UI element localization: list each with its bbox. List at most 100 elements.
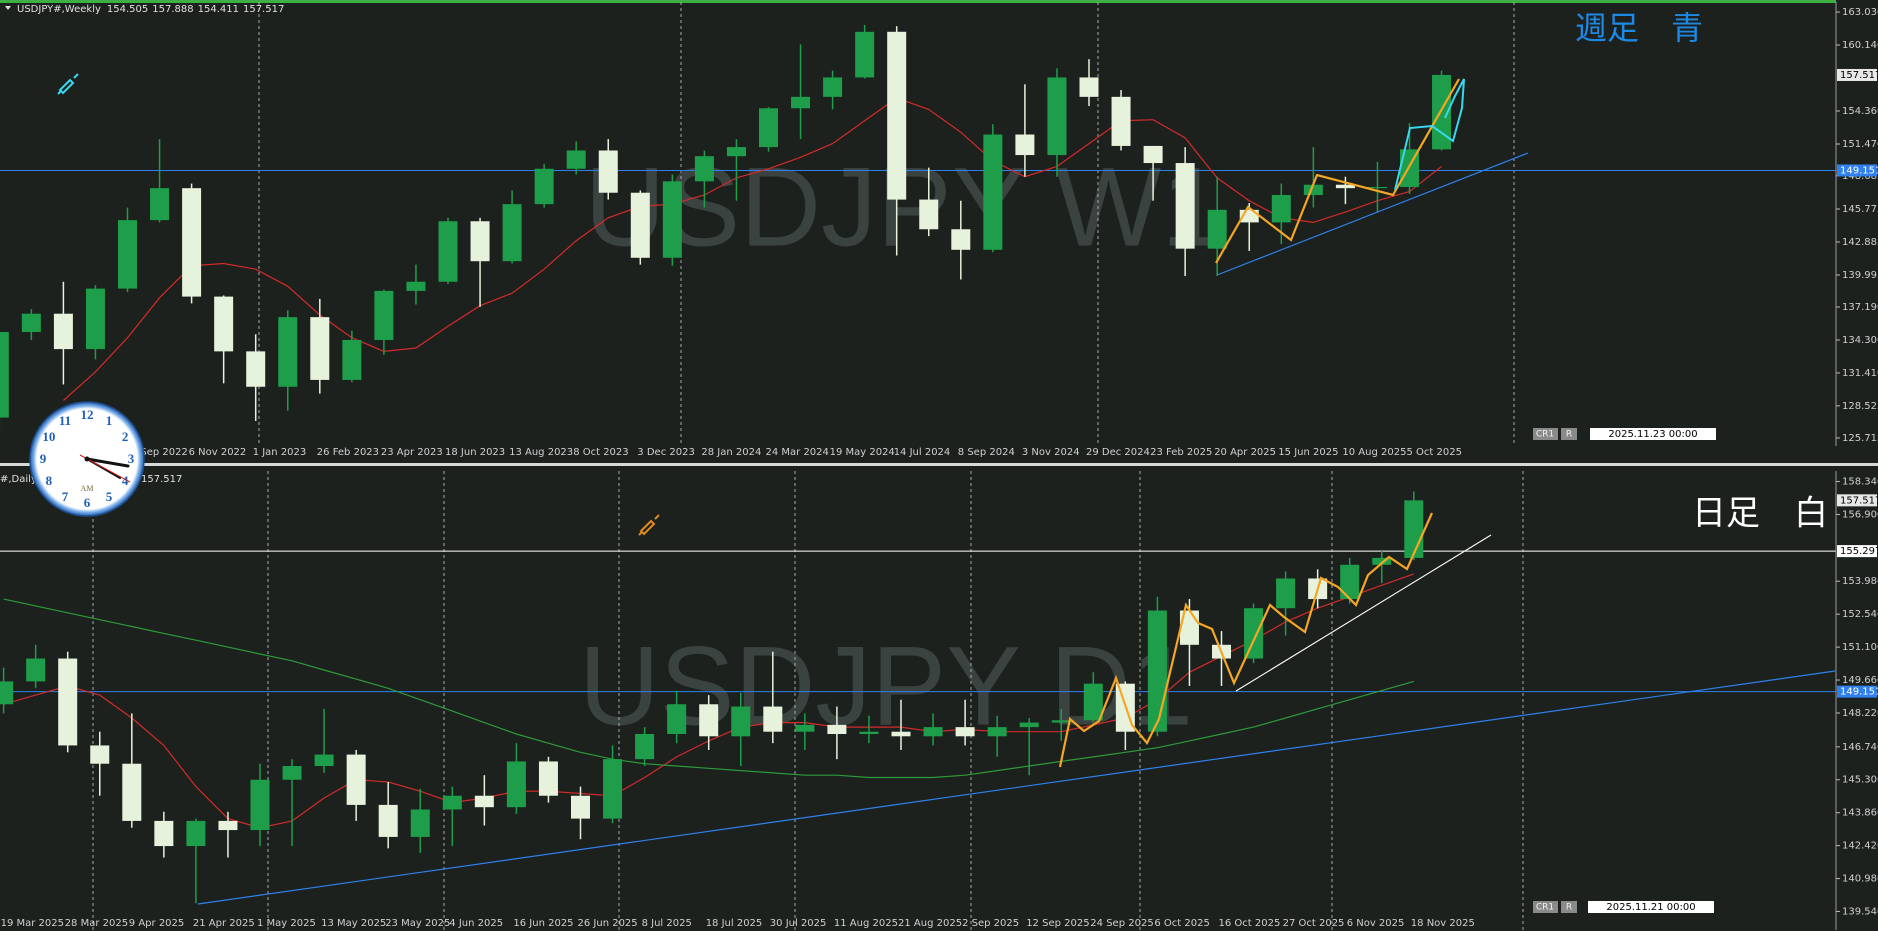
candle-body <box>731 706 751 737</box>
x-tick-label: 26 Feb 2023 <box>317 447 379 458</box>
candle-body <box>538 761 558 796</box>
x-tick-label: 8 Jul 2025 <box>642 918 692 929</box>
trend-line <box>1216 152 1529 276</box>
x-tick-label: 18 Nov 2025 <box>1411 918 1475 929</box>
price-tag-label: 157.517 <box>1840 70 1878 81</box>
y-tick-label: 160.140 <box>1842 40 1878 51</box>
candle-body <box>186 820 206 847</box>
candle-body <box>246 351 266 387</box>
moving-average <box>63 97 1442 401</box>
price-tag-label: 149.151 <box>1840 687 1878 698</box>
x-tick-label: 3 Dec 2023 <box>637 447 695 458</box>
y-tick-label: 146.740 <box>1842 742 1878 753</box>
candle-body <box>1432 74 1452 150</box>
y-tick-label: 134.300 <box>1842 335 1878 346</box>
candle-body <box>474 795 494 808</box>
pane-header: USDJPY#,Weekly 154.505 157.888 154.411 157.5… <box>17 4 284 15</box>
candle-body <box>218 820 238 831</box>
x-tick-label: 21 Apr 2025 <box>193 918 255 929</box>
x-tick-label: 8 Oct 2023 <box>573 447 628 458</box>
x-tick-label: 16 Oct 2025 <box>1219 918 1281 929</box>
x-tick-label: 11 Sep 2022 <box>125 447 188 458</box>
x-tick-label: 29 Dec 2024 <box>1086 447 1150 458</box>
candle-body <box>566 150 586 169</box>
candle-body <box>598 150 618 193</box>
candle-body <box>1111 96 1131 146</box>
x-tick-label: 24 Sep 2025 <box>1090 918 1153 929</box>
candle-body <box>346 754 366 805</box>
candle-body <box>635 734 655 760</box>
candle-body <box>630 192 650 258</box>
x-tick-label: 23 Feb 2025 <box>1150 447 1212 458</box>
clock-numeral: 9 <box>40 451 47 466</box>
candle-body <box>694 156 714 182</box>
x-tick-label: 18 Jul 2025 <box>706 918 763 929</box>
x-tick-label: 23 May 2025 <box>385 918 450 929</box>
tab <box>1561 901 1577 913</box>
y-tick-label: 149.660 <box>1842 675 1878 686</box>
x-tick-label: 6 Nov 2025 <box>1347 918 1405 929</box>
moving-average <box>3 598 1414 779</box>
price-tag <box>1837 68 1877 81</box>
x-tick-label: 4 Jun 2025 <box>449 918 503 929</box>
candle-body <box>1051 720 1071 723</box>
candle-body <box>214 296 234 352</box>
x-tick-label: 19 Mar 2025 <box>1 918 64 929</box>
trend-line <box>197 670 1836 905</box>
candle-body <box>662 181 682 258</box>
candle-body <box>58 658 78 746</box>
tab <box>1561 428 1577 440</box>
candle-body <box>855 31 875 78</box>
candle-body <box>1079 77 1099 97</box>
x-tick-label: 21 Aug 2025 <box>898 918 962 929</box>
candle-body <box>951 229 971 250</box>
price-tag-label: 149.151 <box>1840 165 1878 176</box>
x-tick-label: 8 Sep 2024 <box>958 447 1015 458</box>
candle-body <box>1083 683 1103 721</box>
candle-body <box>1404 500 1424 558</box>
x-tick-label: 12 Sep 2025 <box>1026 918 1089 929</box>
y-tick-label: 140.980 <box>1842 874 1878 885</box>
y-tick-label: 148.220 <box>1842 708 1878 719</box>
y-tick-label: 163.030 <box>1842 7 1878 18</box>
clock-meridiem: AM <box>81 484 94 493</box>
y-tick-label: 143.860 <box>1842 808 1878 819</box>
candle-body <box>983 134 1003 250</box>
price-tag <box>1837 685 1877 698</box>
price-axis: 158.340 156.900 153.980 152.540 151.100 149.6… <box>1835 471 1878 930</box>
price-tag <box>1837 545 1877 558</box>
y-tick-label: 142.420 <box>1842 841 1878 852</box>
price-tag-label: 155.297 <box>1840 546 1878 557</box>
pane-separator <box>0 463 1878 466</box>
clock-numeral: 1 <box>106 413 113 428</box>
candle-body <box>502 204 522 262</box>
y-tick-label: 125.715 <box>1842 433 1878 444</box>
candle-body <box>53 313 73 350</box>
candle-body <box>1047 77 1067 156</box>
x-tick-label: 1 Jan 2023 <box>253 447 307 458</box>
x-tick-label: 28 Jan 2024 <box>701 447 761 458</box>
y-tick-label: 139.995 <box>1842 270 1878 281</box>
candle-body <box>85 288 105 350</box>
candle-body <box>0 331 9 418</box>
pane-annotation: 週足 青 <box>1575 9 1703 47</box>
candle-body <box>410 809 430 837</box>
candle-body <box>1207 209 1227 249</box>
candle-body <box>0 681 14 705</box>
candle-body <box>987 727 1007 737</box>
candle-body <box>763 706 783 732</box>
zigzag <box>1058 512 1434 768</box>
candle-body <box>1244 608 1264 659</box>
candle-body <box>534 168 554 205</box>
candle-body <box>759 108 778 148</box>
candle-body <box>827 724 847 735</box>
candle-body <box>250 779 270 831</box>
y-tick-label: 137.190 <box>1842 302 1878 313</box>
candle-body <box>1147 610 1167 732</box>
pencil-icon <box>57 73 79 95</box>
cursor-time: 2025.11.21 00:00 <box>1606 902 1695 913</box>
candle-body <box>314 754 334 767</box>
